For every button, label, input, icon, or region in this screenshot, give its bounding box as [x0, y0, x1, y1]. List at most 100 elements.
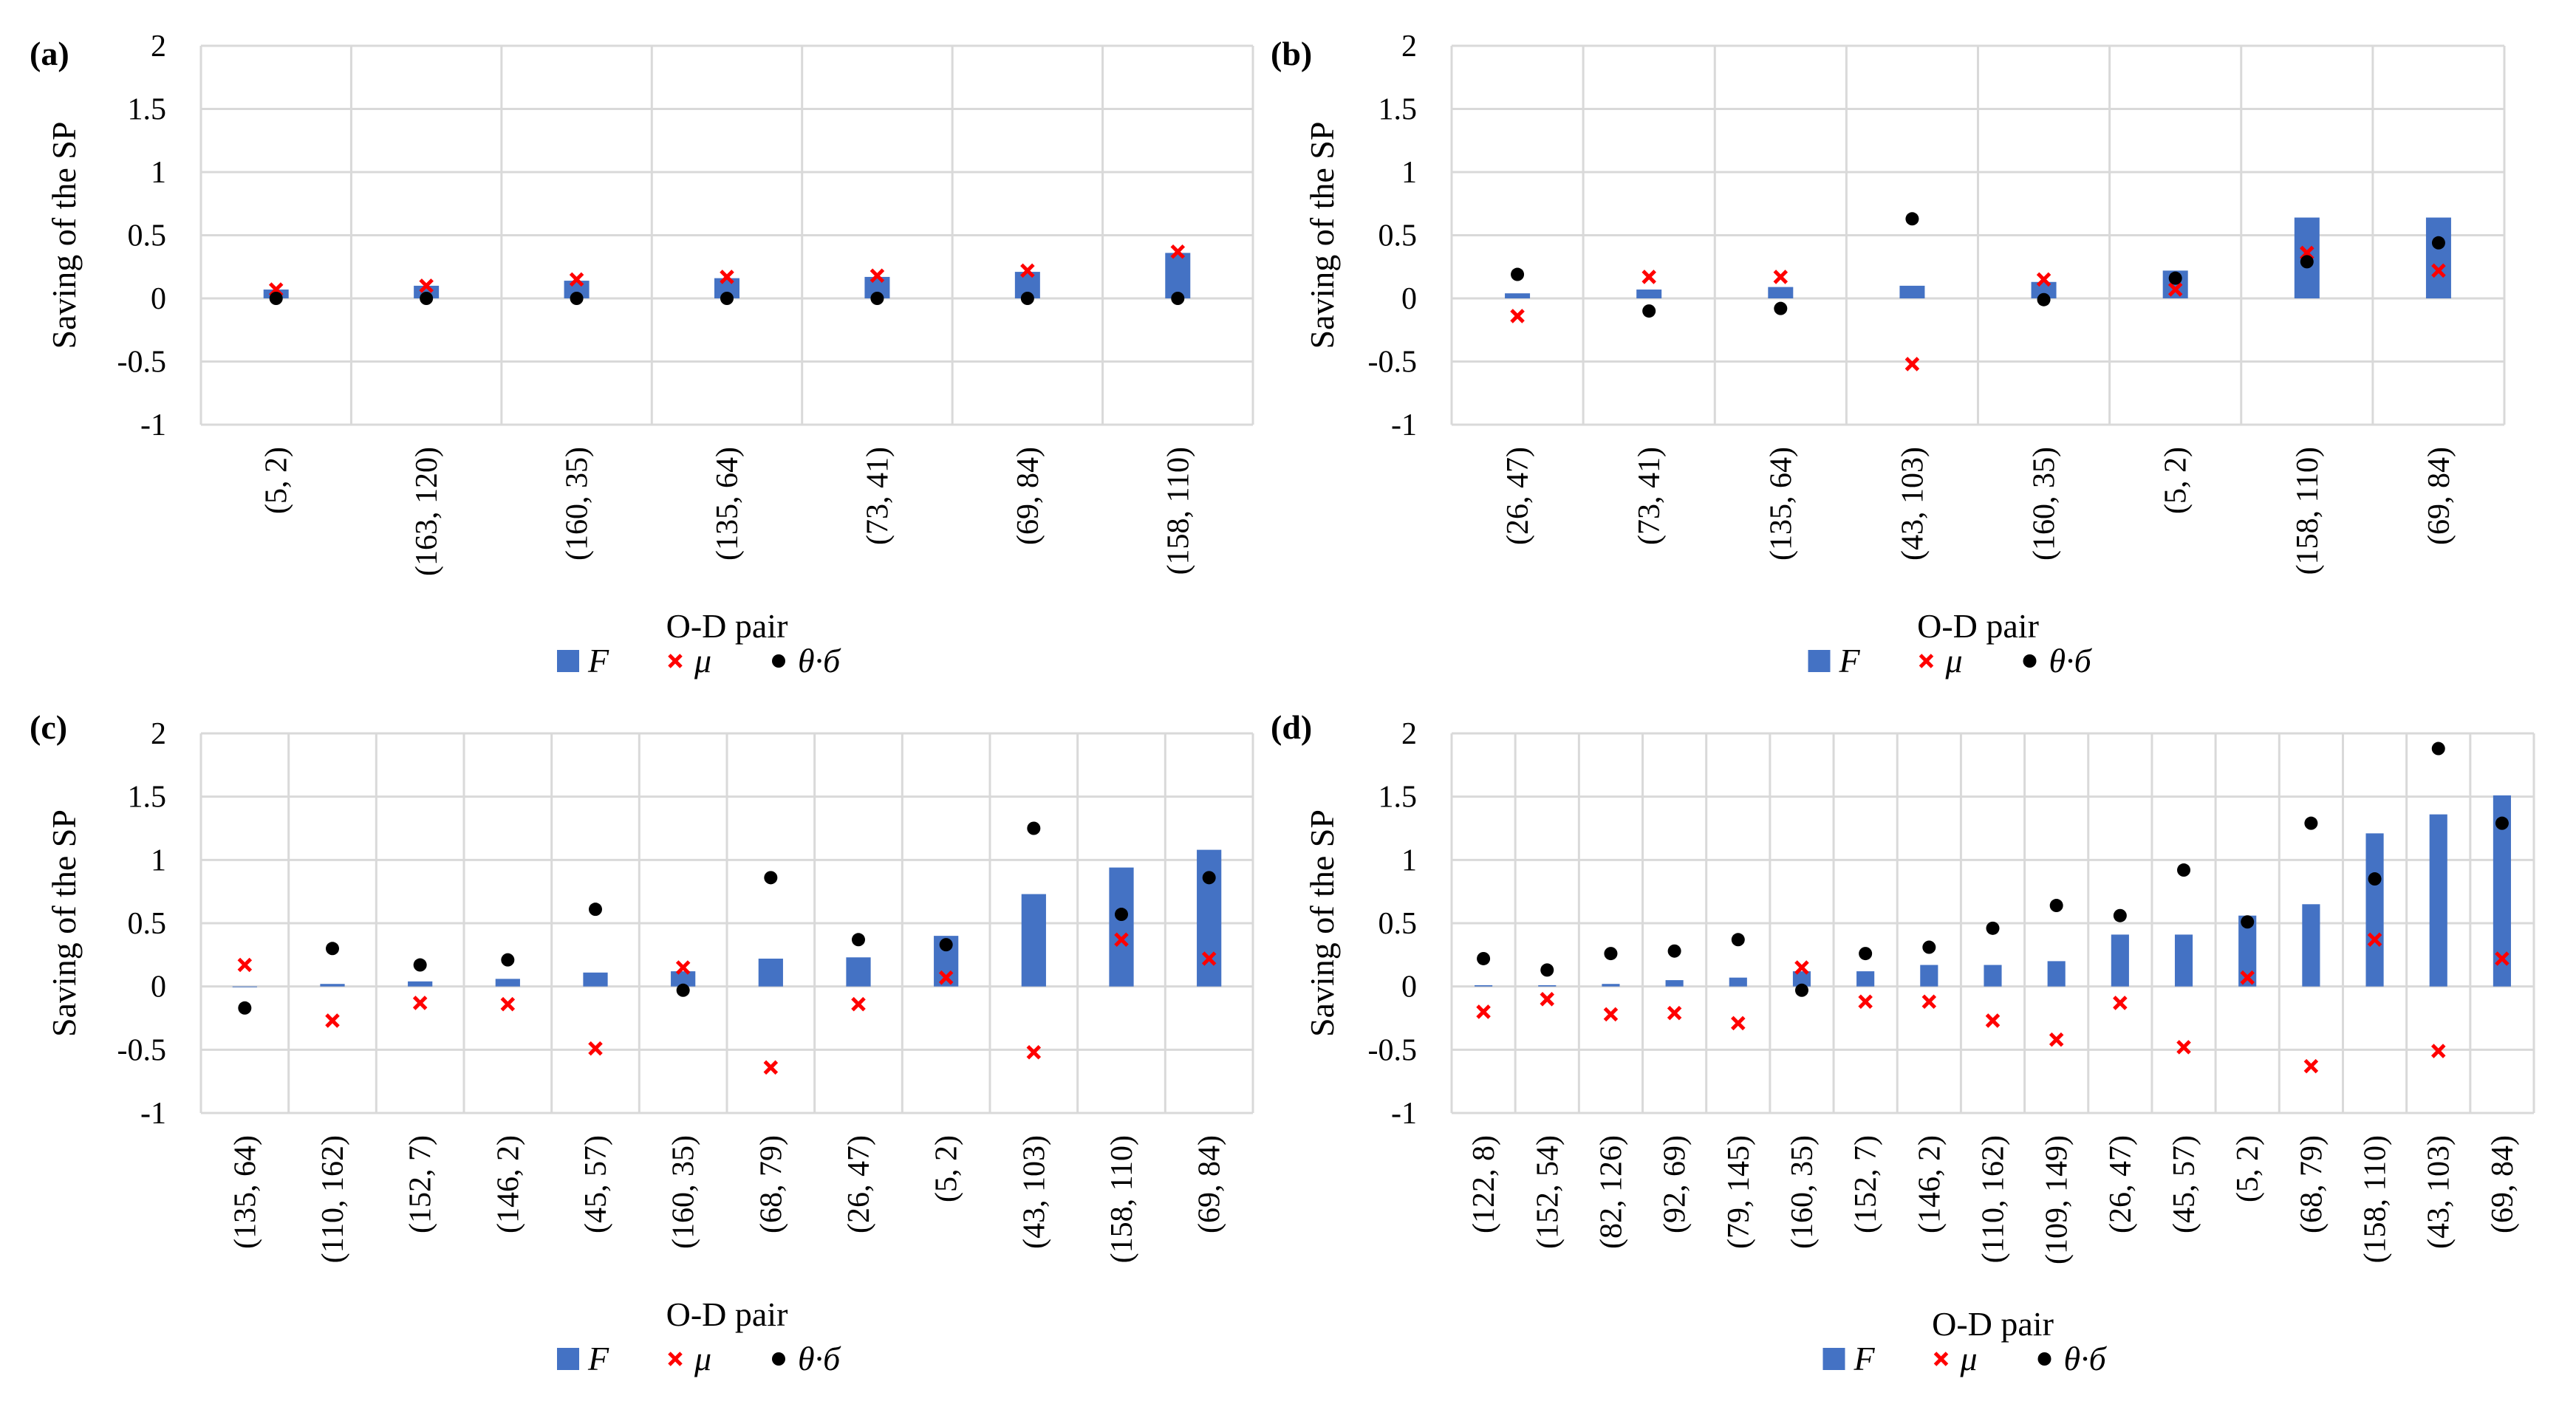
- chart-panel-3: (d) 2 1.5 1 0.5 0 -0.5 -1 (122, 8) (152, 54) (82, …: [1271, 708, 2535, 1377]
- bar-F: [1109, 867, 1134, 987]
- marker-mu: [1731, 1016, 1746, 1031]
- bar-F: [583, 972, 608, 987]
- bar-F: [2174, 934, 2193, 987]
- y-tick-label: 1: [151, 843, 166, 877]
- bar-F: [2302, 904, 2320, 987]
- marker-mu: [851, 996, 866, 1012]
- marker-mu: [1985, 1013, 2001, 1028]
- x-tick-label: (158, 110): [1161, 447, 1195, 575]
- marker-theta: [420, 292, 434, 305]
- marker-theta: [1604, 947, 1618, 961]
- marker-theta: [2495, 816, 2509, 830]
- x-tick-label: (135, 64): [1764, 447, 1798, 561]
- legend-label-mu: μ: [694, 642, 711, 679]
- bar-F: [1792, 971, 1811, 987]
- x-tick-label: (45, 57): [579, 1135, 613, 1233]
- bar-F: [1768, 287, 1794, 298]
- bar-F: [408, 981, 433, 987]
- marker-theta: [720, 292, 734, 305]
- marker-mu: [870, 268, 885, 283]
- x-tick-label: (26, 47): [2104, 1135, 2138, 1233]
- x-tick-label: (158, 110): [2291, 447, 2325, 575]
- marker-mu: [588, 1041, 603, 1056]
- marker-theta: [1027, 821, 1041, 835]
- y-tick-label: 0.5: [128, 907, 167, 941]
- marker-mu: [1170, 244, 1186, 259]
- legend-swatch-theta: [772, 654, 785, 668]
- marker-mu: [325, 1013, 340, 1028]
- marker-theta: [1171, 292, 1185, 305]
- marker-theta: [2431, 236, 2445, 250]
- marker-mu: [237, 957, 253, 973]
- bar-F: [758, 958, 783, 987]
- marker-mu: [2367, 932, 2382, 948]
- panel-label: (c): [30, 708, 67, 746]
- marker-mu: [1641, 270, 1656, 284]
- y-tick-label: 2: [1401, 717, 1417, 751]
- marker-mu: [2430, 1044, 2446, 1058]
- bar-F: [1636, 290, 1662, 298]
- panel-label: (a): [30, 35, 69, 72]
- bar-F: [1920, 965, 1938, 987]
- x-tick-label: (5, 2): [2159, 447, 2193, 514]
- marker-theta: [1540, 963, 1554, 977]
- bar-F: [2365, 833, 2384, 987]
- bar-F: [1984, 965, 2002, 987]
- bar-F: [2429, 814, 2447, 987]
- marker-mu: [675, 960, 691, 975]
- legend-label-theta: θ·б: [798, 1340, 841, 1377]
- marker-mu: [569, 272, 584, 287]
- legend-label-mu: μ: [694, 1340, 711, 1377]
- marker-theta: [1774, 301, 1788, 315]
- legend-swatch-mu: [1933, 1352, 1949, 1366]
- marker-theta: [2168, 271, 2182, 285]
- y-tick-label: -0.5: [1368, 346, 1418, 380]
- marker-mu: [720, 270, 734, 284]
- marker-theta: [2113, 908, 2127, 922]
- bar-F: [846, 957, 871, 987]
- marker-theta: [2431, 742, 2445, 756]
- x-tick-label: (26, 47): [1501, 447, 1535, 545]
- y-tick-label: 1.5: [128, 781, 167, 815]
- x-tick-label: (135, 64): [711, 447, 745, 561]
- x-tick-label: (158, 110): [1105, 1135, 1139, 1263]
- y-tick-label: 1.5: [1378, 93, 1418, 127]
- bar-F: [1505, 293, 1531, 298]
- y-tick-label: -1: [140, 1097, 166, 1131]
- y-tick-label: 1.5: [1378, 781, 1418, 815]
- x-tick-label: (135, 64): [228, 1135, 262, 1249]
- marker-theta: [2037, 292, 2051, 307]
- x-tick-label: (158, 110): [2359, 1135, 2393, 1263]
- bar-F: [1899, 285, 1925, 298]
- y-tick-label: 0: [151, 970, 166, 1004]
- x-tick-label: (152, 54): [1531, 1135, 1565, 1249]
- legend-label-theta: θ·б: [798, 642, 841, 679]
- marker-mu: [1114, 932, 1129, 948]
- marker-mu: [419, 278, 434, 293]
- y-tick-label: 0.5: [128, 219, 167, 253]
- x-tick-label: (82, 126): [1594, 1135, 1628, 1249]
- x-tick-label: (69, 84): [2486, 1135, 2520, 1233]
- marker-mu: [1921, 994, 1937, 1009]
- marker-mu: [1794, 960, 1809, 975]
- x-axis-title: O-D pair: [666, 1295, 788, 1333]
- y-axis-title: Saving of the SP: [45, 122, 83, 349]
- legend-label-F: F: [587, 642, 609, 679]
- x-tick-label: (45, 57): [2167, 1135, 2201, 1233]
- marker-mu: [938, 970, 954, 985]
- marker-mu: [500, 996, 516, 1012]
- legend-swatch-F: [557, 650, 579, 672]
- bar-F: [2425, 217, 2451, 298]
- marker-mu: [1510, 309, 1525, 323]
- marker-theta: [589, 903, 602, 917]
- y-tick-label: 1: [1401, 156, 1417, 190]
- bar-F: [1856, 971, 1875, 987]
- marker-theta: [2304, 816, 2318, 830]
- x-tick-label: (69, 84): [1011, 447, 1045, 545]
- marker-mu: [412, 996, 428, 1010]
- y-tick-label: 0: [1401, 282, 1417, 316]
- y-tick-label: -0.5: [1368, 1033, 1418, 1067]
- marker-theta: [1859, 947, 1873, 961]
